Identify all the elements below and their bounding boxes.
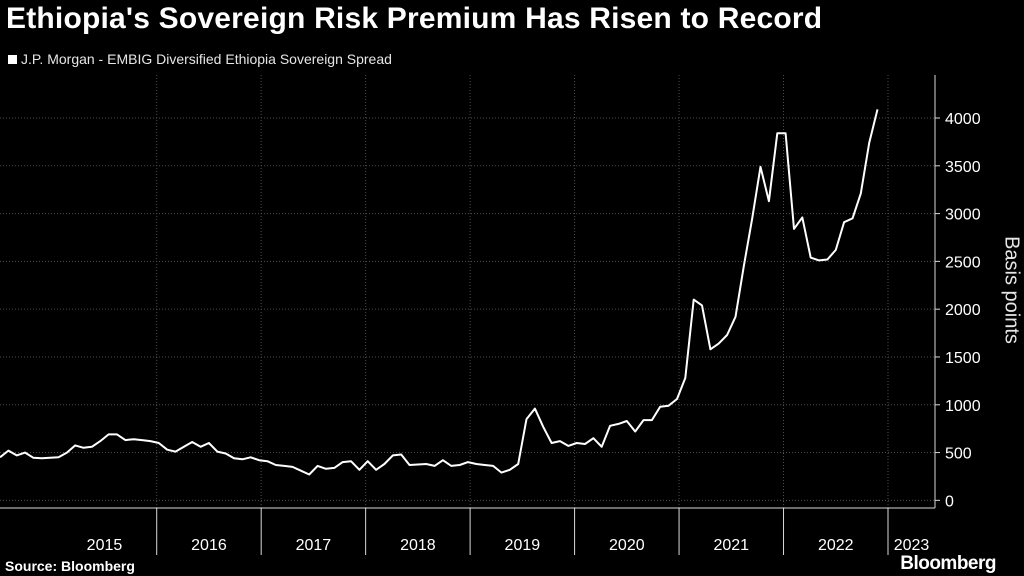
y-tick-label: 1000 [945,398,981,415]
axis-layer [0,75,936,509]
y-tick-label: 2000 [945,302,981,319]
y-tick-label: 500 [945,446,972,463]
grid-layer [0,75,935,508]
legend-label: J.P. Morgan - EMBIG Diversified Ethiopia… [21,51,392,67]
source-note: Source: Bloomberg [5,558,135,574]
chart-title: Ethiopia's Sovereign Risk Premium Has Ri… [6,2,823,35]
x-tick-label: 2022 [818,537,854,554]
y-tick-label: 2500 [945,254,981,271]
x-tick-label: 2017 [296,537,332,554]
series-line [0,109,879,476]
legend-swatch-icon [8,54,17,64]
x-tick-label: 2021 [713,537,749,554]
x-tick-label: 2015 [87,537,123,554]
y-tick-label: 0 [945,493,954,510]
y-tick-layer: 0 500 1000 1500 2000 2500 3000 3500 4000 [935,111,981,510]
y-axis-title: Basis points [1000,236,1023,344]
y-tick-label: 1500 [945,350,981,367]
y-tick-label: 3000 [945,207,981,224]
x-tick-layer: 2015 2016 2017 2018 2019 2020 2021 2022 2023 [87,508,930,555]
y-tick-label: 4000 [945,111,981,128]
x-tick-label: 2023 [894,537,930,554]
x-tick-label: 2020 [609,537,645,554]
legend: J.P. Morgan - EMBIG Diversified Ethiopia… [8,51,392,67]
x-tick-label: 2018 [400,537,436,554]
series-layer [0,109,879,476]
bloomberg-logo: Bloomberg [900,553,996,574]
y-tick-label: 3500 [945,159,981,176]
x-tick-label: 2016 [191,537,227,554]
x-tick-label: 2019 [505,537,541,554]
